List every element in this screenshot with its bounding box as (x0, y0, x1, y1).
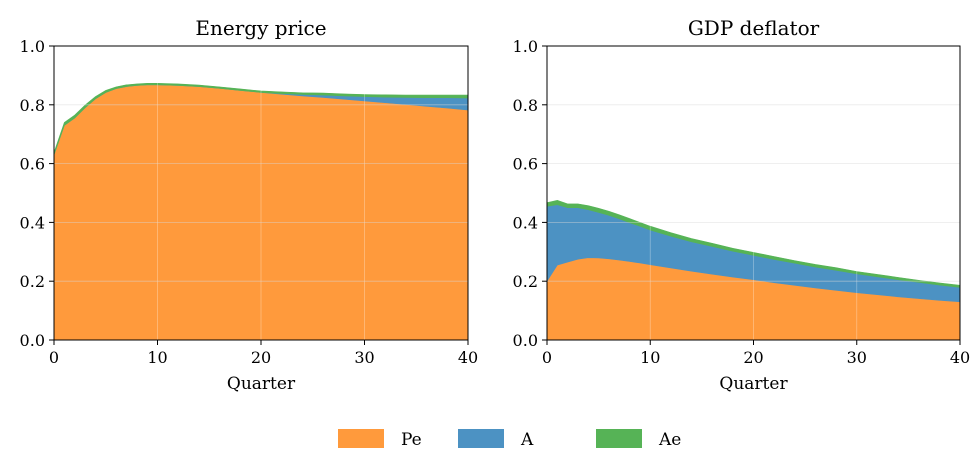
x-tick-label: 10 (147, 348, 167, 367)
y-tick-label: 0.4 (20, 213, 45, 232)
y-tick-label: 0.8 (513, 96, 538, 115)
panel-gdp-deflator: 0 10 20 30 40 0.0 0.2 0.4 0.6 0.8 1.0 GDP deflator… (513, 16, 971, 394)
panel-title: GDP deflator (688, 16, 820, 40)
y-tick-label: 0.0 (20, 331, 45, 350)
x-tick-label: 0 (542, 348, 552, 367)
x-tick-label: 30 (847, 348, 867, 367)
x-axis-label: Quarter (227, 374, 296, 394)
legend-label-a: A (520, 430, 534, 448)
plot-area: 0 10 20 30 40 0.0 0.2 0.4 0.6 0.8 1.0 (20, 37, 479, 367)
y-tick-label: 1.0 (20, 37, 45, 56)
plot-area: 0 10 20 30 40 0.0 0.2 0.4 0.6 0.8 1.0 (513, 37, 971, 367)
legend-swatch-ae (596, 429, 642, 448)
legend-swatch-pe (338, 429, 384, 448)
y-tick-label: 0.2 (513, 272, 538, 291)
y-tick-label: 0.8 (20, 96, 45, 115)
y-tick-label: 0.6 (20, 155, 45, 174)
x-axis-label: Quarter (719, 374, 788, 394)
y-tick-label: 0.0 (513, 331, 538, 350)
x-tick-label: 20 (251, 348, 271, 367)
x-tick-label: 40 (458, 348, 478, 367)
x-tick-label: 0 (49, 348, 59, 367)
y-tick-label: 1.0 (513, 37, 538, 56)
x-tick-label: 10 (640, 348, 660, 367)
legend-label-ae: Ae (658, 430, 681, 448)
x-tick-label: 40 (950, 348, 970, 367)
x-tick-label: 20 (743, 348, 763, 367)
legend-swatch-a (458, 429, 504, 448)
y-tick-label: 0.2 (20, 272, 45, 291)
y-tick-label: 0.6 (513, 155, 538, 174)
legend: Pe A Ae (338, 429, 681, 450)
legend-label-pe: Pe (401, 430, 422, 448)
panel-title: Energy price (195, 16, 326, 40)
x-tick-label: 30 (354, 348, 374, 367)
panel-energy-price: 0 10 20 30 40 0.0 0.2 0.4 0.6 0.8 1.0 Energy price… (20, 16, 479, 394)
y-tick-label: 0.4 (513, 213, 538, 232)
